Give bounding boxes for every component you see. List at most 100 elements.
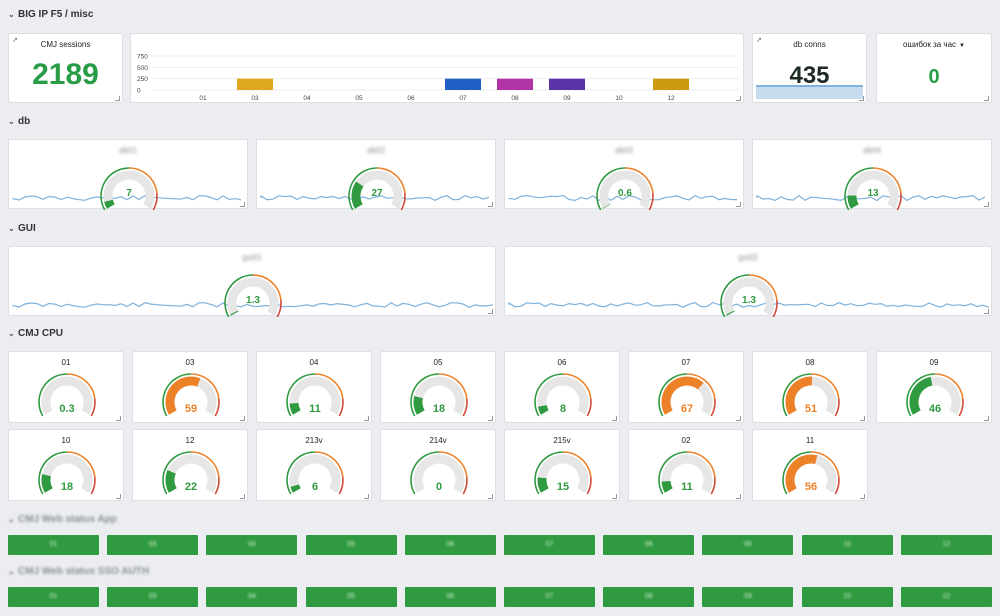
status-cell[interactable]: 07 bbox=[504, 535, 595, 555]
status-cell[interactable]: 09 bbox=[702, 535, 794, 555]
resize-handle-icon[interactable] bbox=[612, 416, 617, 421]
status-cell[interactable]: 10 bbox=[801, 535, 893, 555]
gauge-threshold-green bbox=[720, 274, 750, 317]
status-cell[interactable]: 08 bbox=[603, 535, 695, 555]
caret-down-icon[interactable]: ▼ bbox=[959, 43, 965, 49]
cpu-gauge-panel[interactable]: 10 18 bbox=[8, 429, 124, 501]
status-cell[interactable]: 05 bbox=[305, 535, 397, 555]
resize-handle-icon[interactable] bbox=[984, 309, 989, 314]
row-header-db[interactable]: ⌄ db bbox=[8, 116, 31, 127]
resize-handle-icon[interactable] bbox=[488, 416, 493, 421]
gauge-panel[interactable]: db03 0.6 bbox=[504, 139, 744, 210]
resize-handle-icon[interactable] bbox=[736, 416, 741, 421]
status-cell[interactable]: 10 bbox=[801, 587, 893, 607]
cpu-gauge-panel[interactable]: 214v 0 bbox=[380, 429, 496, 501]
resize-handle-icon[interactable] bbox=[488, 309, 493, 314]
cpu-gauge-panel[interactable]: 215v 15 bbox=[504, 429, 620, 501]
resize-handle-icon[interactable] bbox=[116, 416, 121, 421]
resize-handle-icon[interactable] bbox=[488, 202, 493, 207]
cpu-gauge-panel[interactable]: 08 51 bbox=[752, 351, 868, 423]
gauge-threshold-orange bbox=[934, 373, 964, 400]
status-cell[interactable]: 12 bbox=[900, 535, 992, 555]
cpu-gauge-panel[interactable]: 03 59 bbox=[132, 351, 248, 423]
status-cell[interactable]: 04 bbox=[206, 587, 298, 607]
resize-handle-icon[interactable] bbox=[984, 416, 989, 421]
cpu-gauge-panel[interactable]: 02 11 bbox=[628, 429, 744, 501]
resize-handle-icon[interactable] bbox=[240, 494, 245, 499]
status-cell[interactable]: 06 bbox=[404, 587, 496, 607]
cpu-gauge-panel[interactable]: 05 18 bbox=[380, 351, 496, 423]
external-link-icon[interactable]: ↗ bbox=[756, 37, 762, 44]
row-header-web-sso[interactable]: ⌄ CMJ Web status SSO AUTH bbox=[8, 566, 150, 577]
cpu-gauge-panel[interactable]: 12 22 bbox=[132, 429, 248, 501]
gauge-threshold-red bbox=[400, 192, 406, 210]
resize-handle-icon[interactable] bbox=[984, 96, 989, 101]
gauge-value: 56 bbox=[804, 481, 818, 493]
status-cell[interactable]: 06 bbox=[404, 535, 496, 555]
bar[interactable] bbox=[497, 78, 533, 90]
resize-handle-icon[interactable] bbox=[612, 494, 617, 499]
gauge-panel[interactable]: db01 7 bbox=[8, 139, 248, 210]
gauge-threshold-green bbox=[658, 373, 688, 417]
bar[interactable] bbox=[653, 78, 689, 90]
cpu-gauge-panel[interactable]: 04 11 bbox=[256, 351, 372, 423]
resize-handle-icon[interactable] bbox=[240, 202, 245, 207]
resize-handle-icon[interactable] bbox=[116, 494, 121, 499]
resize-handle-icon[interactable] bbox=[736, 494, 741, 499]
gauge-threshold-green bbox=[348, 167, 378, 210]
gauge-panel[interactable]: gui01 1.3 bbox=[8, 246, 496, 317]
resize-handle-icon[interactable] bbox=[984, 202, 989, 207]
gauge-value: 0.3 bbox=[59, 403, 75, 415]
bar[interactable] bbox=[549, 78, 585, 90]
x-tick-label: 07 bbox=[459, 95, 467, 102]
cpu-gauge-panel[interactable]: 06 8 bbox=[504, 351, 620, 423]
cpu-gauge-panel[interactable]: 213v 6 bbox=[256, 429, 372, 501]
resize-handle-icon[interactable] bbox=[488, 494, 493, 499]
resize-handle-icon[interactable] bbox=[736, 202, 741, 207]
resize-handle-icon[interactable] bbox=[364, 494, 369, 499]
panel-title: 07 bbox=[681, 358, 691, 367]
panel-title: 11 bbox=[805, 436, 815, 445]
y-tick-label: 750 bbox=[137, 54, 148, 61]
cpu-gauge-panel[interactable]: 09 46 bbox=[876, 351, 992, 423]
errors-panel[interactable]: ошибок за час ▼ 0 bbox=[876, 33, 992, 103]
status-cell[interactable]: 05 bbox=[305, 587, 397, 607]
status-cell[interactable]: 01 bbox=[8, 587, 99, 607]
bar[interactable] bbox=[237, 78, 273, 90]
status-cell[interactable]: 12 bbox=[900, 587, 992, 607]
status-cell[interactable]: 08 bbox=[603, 587, 695, 607]
resize-handle-icon[interactable] bbox=[115, 96, 120, 101]
gauge-threshold-green bbox=[782, 451, 812, 495]
gauge-threshold-orange bbox=[624, 167, 654, 194]
external-link-icon[interactable]: ↗ bbox=[12, 37, 18, 44]
resize-handle-icon[interactable] bbox=[859, 96, 864, 101]
panel-title[interactable]: ошибок за час ▼ bbox=[903, 40, 965, 49]
gauge-panel[interactable]: db04 13 bbox=[752, 139, 992, 210]
resize-handle-icon[interactable] bbox=[860, 416, 865, 421]
gauge-panel[interactable]: db02 27 bbox=[256, 139, 496, 210]
gauge-panel[interactable]: gui02 1.3 bbox=[504, 246, 992, 317]
row-header-gui[interactable]: ⌄ GUI bbox=[8, 223, 36, 234]
cpu-gauge-panel[interactable]: 01 0.3 bbox=[8, 351, 124, 423]
db-conns-panel[interactable]: ↗ db conns 435 bbox=[752, 33, 867, 103]
bar[interactable] bbox=[445, 78, 481, 90]
status-cell[interactable]: 04 bbox=[206, 535, 298, 555]
status-cell[interactable]: 01 bbox=[8, 535, 99, 555]
status-cell[interactable]: 03 bbox=[107, 587, 199, 607]
status-cell[interactable]: 09 bbox=[702, 587, 794, 607]
row-header-bigip[interactable]: ⌄ BIG IP F5 / misc bbox=[8, 9, 94, 20]
cmj-sessions-panel[interactable]: ↗ CMJ sessions 2189 bbox=[8, 33, 123, 103]
resize-handle-icon[interactable] bbox=[240, 416, 245, 421]
gauge-threshold-red bbox=[338, 398, 344, 417]
cpu-gauge-panel[interactable]: 07 67 bbox=[628, 351, 744, 423]
instance-bar-panel[interactable]: 750 500 250 0 01 03 04 05 06 07 08 09 10 12 bbox=[130, 33, 744, 103]
row-header-cpu[interactable]: ⌄ CMJ CPU bbox=[8, 328, 64, 339]
status-cell[interactable]: 03 bbox=[107, 535, 199, 555]
row-header-web-app[interactable]: ⌄ CMJ Web status App bbox=[8, 514, 117, 525]
gauge-fill bbox=[785, 376, 813, 415]
cpu-gauge-panel[interactable]: 11 56 bbox=[752, 429, 868, 501]
status-cell[interactable]: 07 bbox=[504, 587, 595, 607]
resize-handle-icon[interactable] bbox=[736, 96, 741, 101]
resize-handle-icon[interactable] bbox=[860, 494, 865, 499]
resize-handle-icon[interactable] bbox=[364, 416, 369, 421]
